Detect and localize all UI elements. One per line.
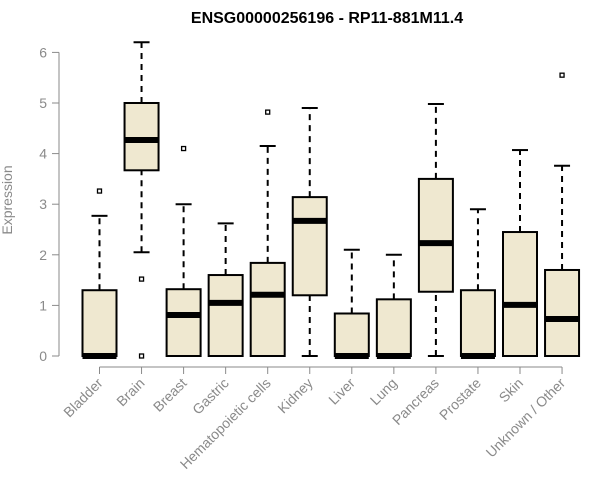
y-tick-label: 1	[39, 297, 47, 313]
box-prostate	[459, 208, 496, 359]
x-tick-label: Unknown / Other	[483, 375, 569, 461]
iqr-box	[165, 288, 202, 358]
box-breast	[165, 145, 202, 358]
box-lung	[375, 253, 412, 359]
y-axis-label: Expression	[0, 165, 15, 234]
box-pancreas	[417, 103, 454, 357]
box-brain	[123, 41, 160, 359]
box-bladder	[81, 188, 118, 359]
x-tick-label: Liver	[325, 375, 358, 408]
iqr-box	[333, 312, 370, 358]
outlier-point	[96, 188, 103, 194]
y-tick-label: 4	[39, 146, 47, 162]
iqr-box	[81, 289, 118, 357]
outlier-point	[265, 109, 271, 115]
y-tick-label: 6	[39, 44, 47, 60]
box-hematopoietic-cells	[249, 109, 286, 357]
x-tick-label: Breast	[150, 375, 190, 415]
y-tick-label: 2	[39, 247, 47, 263]
x-tick-label: Kidney	[274, 375, 316, 417]
outlier-point	[138, 276, 145, 282]
x-tick-label: Lung	[367, 375, 400, 408]
box-skin	[502, 149, 538, 357]
iqr-box	[417, 177, 454, 293]
outlier-point	[559, 72, 565, 78]
box-liver	[333, 248, 370, 359]
x-tick-label: Bladder	[60, 375, 106, 421]
box-unknown-other	[544, 72, 581, 358]
box-kidney	[291, 107, 328, 357]
boxes-group	[81, 41, 581, 359]
y-tick-label: 5	[39, 95, 47, 111]
iqr-box	[249, 261, 286, 357]
y-tick-label: 0	[39, 348, 47, 364]
y-tick-label: 3	[39, 196, 47, 212]
chart-title: ENSG00000256196 - RP11-881M11.4	[191, 10, 463, 27]
y-axis: 0 1 2 3 4 5 6	[39, 44, 60, 364]
iqr-box	[207, 274, 244, 358]
x-tick-label: Pancreas	[389, 375, 442, 428]
outlier-point	[138, 353, 145, 359]
iqr-box	[123, 102, 160, 172]
outlier-point	[180, 145, 187, 152]
iqr-box	[291, 196, 328, 297]
iqr-box	[502, 231, 538, 357]
x-tick-label: Skin	[496, 375, 527, 406]
iqr-box	[459, 289, 496, 357]
iqr-box	[544, 268, 581, 358]
x-tick-label: Prostate	[436, 375, 484, 423]
box-gastric	[207, 222, 244, 358]
iqr-box	[375, 298, 412, 358]
x-tick-label: Brain	[113, 375, 147, 409]
